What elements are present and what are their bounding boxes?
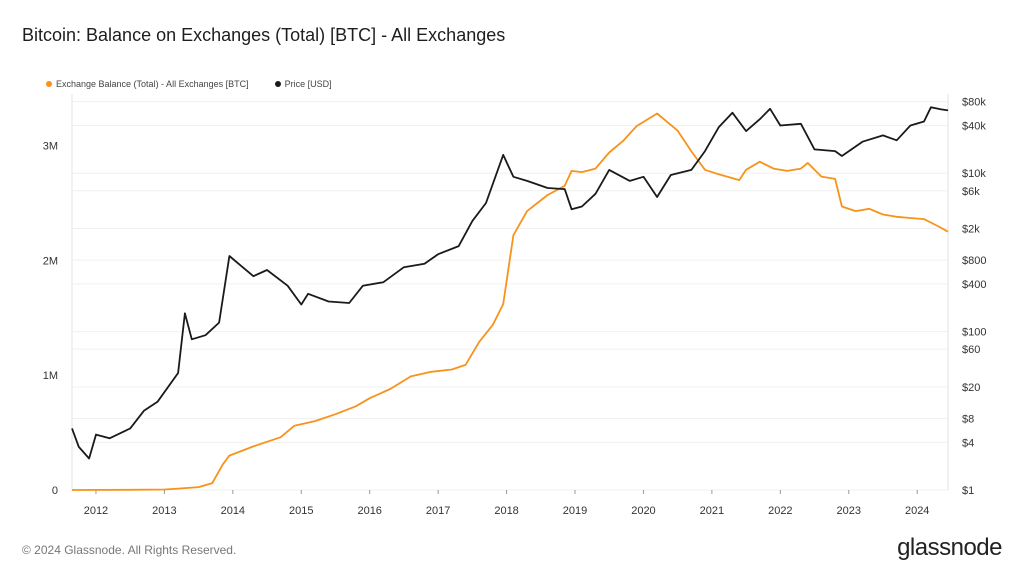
legend-label-exchange-balance: Exchange Balance (Total) - All Exchanges… xyxy=(56,79,249,89)
chart-grid xyxy=(71,94,949,491)
legend-dot-orange xyxy=(46,81,52,87)
x-tick-label: 2018 xyxy=(494,505,518,517)
y-left-tick-label: 3M xyxy=(43,141,58,153)
y-right-tick-label: $6k xyxy=(962,186,980,198)
x-tick-label: 2024 xyxy=(905,505,929,517)
legend-dot-black xyxy=(274,81,281,87)
y-right-tick-label: $2k xyxy=(962,224,980,236)
price-line xyxy=(71,106,949,460)
y-left-tick-label: 0 xyxy=(52,485,58,497)
x-tick-label: 2023 xyxy=(837,505,861,517)
x-tick-label: 2014 xyxy=(221,505,245,517)
x-tick-label: 2021 xyxy=(700,505,724,517)
exchange-balance-line xyxy=(71,112,949,491)
y-left-tick-label: 2M xyxy=(43,255,58,267)
y-right-tick-label: $60 xyxy=(962,344,980,356)
x-tick-label: 2016 xyxy=(357,505,381,517)
legend-item-exchange-balance[interactable]: Exchange Balance (Total) - All Exchanges… xyxy=(46,79,249,89)
y-right-tick-label: $40k xyxy=(962,121,986,133)
brand-logo: glassnode xyxy=(897,534,1002,561)
y-right-tick-label: $10k xyxy=(962,168,986,180)
y-right-tick-label: $1 xyxy=(962,485,974,497)
x-axis: 2012 2013 2014 2015 2016 2017 2018 2019 2020 2021… xyxy=(84,490,929,517)
y-right-tick-label: $800 xyxy=(962,255,986,267)
x-tick-label: 2013 xyxy=(152,505,176,517)
x-tick-label: 2019 xyxy=(563,505,587,517)
y-right-tick-label: $8 xyxy=(962,413,974,425)
x-tick-label: 2017 xyxy=(426,505,450,517)
y-right-tick-label: $4 xyxy=(962,437,974,449)
x-tick-label: 2012 xyxy=(84,505,108,517)
y-right-tick-label: $100 xyxy=(962,327,986,339)
x-tick-label: 2020 xyxy=(631,505,655,517)
y-right-tick-label: $400 xyxy=(962,279,986,291)
chart-legend: Exchange Balance (Total) - All Exchanges… xyxy=(46,79,332,89)
x-tick-label: 2022 xyxy=(768,505,792,517)
y-axis-left: 0 1M 2M 3M xyxy=(43,141,58,497)
x-tick-label: 2015 xyxy=(289,505,313,517)
y-right-tick-label: $20 xyxy=(962,382,980,394)
y-left-tick-label: 1M xyxy=(43,370,58,382)
legend-label-price: Price [USD] xyxy=(284,79,332,89)
y-axis-right: $1 $4 $8 $20 $60 $100 $400 $800 $2k $6k $10k $40k $8… xyxy=(962,97,986,497)
legend-item-price[interactable]: Price [USD] xyxy=(274,79,332,89)
chart-title: Bitcoin: Balance on Exchanges (Total) [B… xyxy=(22,25,506,45)
copyright-text: © 2024 Glassnode. All Rights Reserved. xyxy=(22,543,237,557)
y-right-tick-label: $80k xyxy=(962,97,986,109)
series-lines xyxy=(71,106,949,491)
